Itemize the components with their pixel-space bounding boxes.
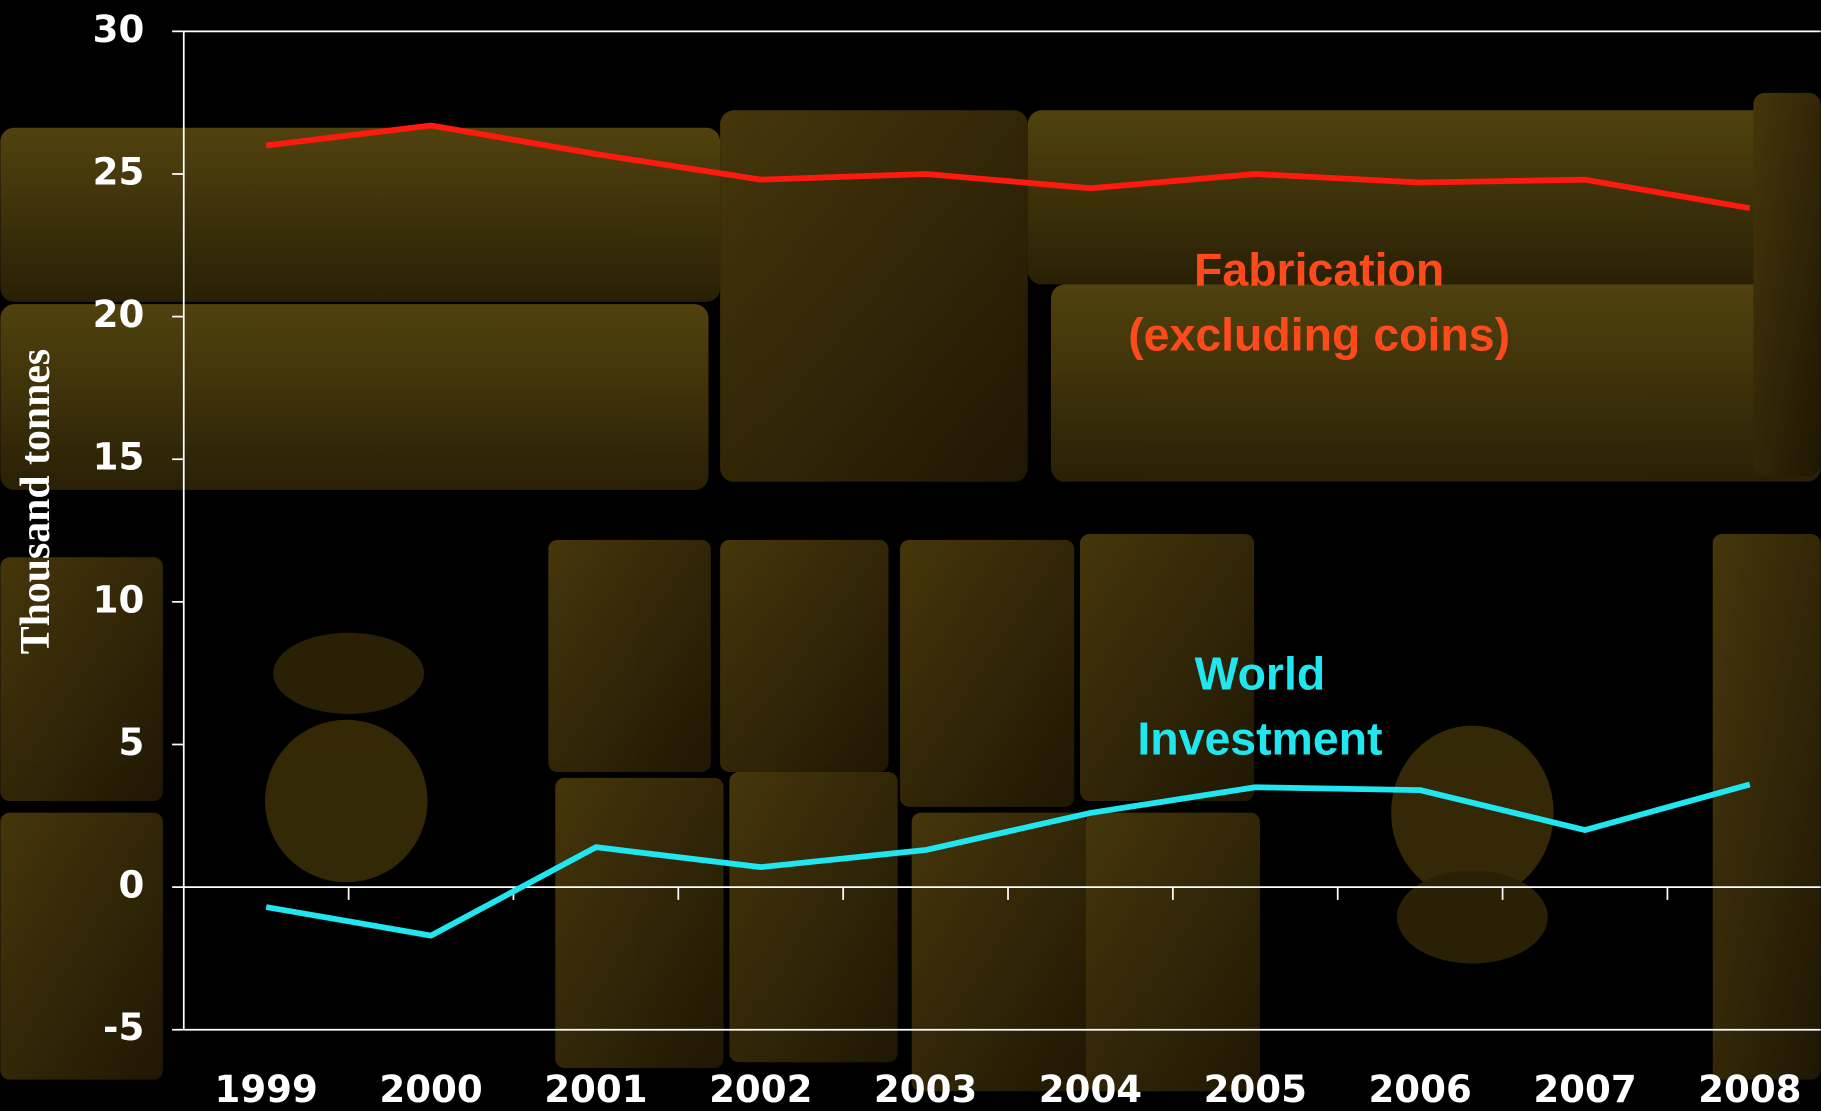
y-tick-label: 5: [118, 721, 144, 764]
series-label: World Investment: [1137, 648, 1383, 766]
y-tick-label: 30: [93, 8, 145, 51]
x-tick-label: 2004: [1039, 1068, 1142, 1111]
x-tick-label: 2000: [379, 1068, 482, 1111]
y-tick-label: 0: [118, 864, 144, 907]
y-tick-label: 10: [93, 578, 145, 621]
y-axis-label: Thousand tonnes: [13, 349, 59, 654]
series-line: [265, 122, 1751, 212]
x-tick-label: 2005: [1204, 1068, 1307, 1111]
y-tick-label: 15: [93, 436, 145, 479]
y-tick-label: 20: [93, 293, 145, 336]
series-label-box: World Investment: [1137, 648, 1383, 766]
x-tick-label: 2001: [544, 1068, 647, 1111]
x-tick-label: 2002: [709, 1068, 812, 1111]
x-tick-label: 1999: [215, 1068, 318, 1111]
x-tick-label: 2008: [1698, 1068, 1801, 1111]
x-tick-label: 2006: [1368, 1068, 1471, 1111]
x-tick-label: 2007: [1533, 1068, 1636, 1111]
series-label-box: Fabrication (excluding coins): [1128, 244, 1511, 362]
x-tick-label: 2003: [874, 1068, 977, 1111]
series-label: Fabrication (excluding coins): [1128, 244, 1511, 362]
y-tick-label: -5: [103, 1006, 144, 1049]
background-bars: [0, 92, 1821, 1092]
series-line: [265, 781, 1751, 939]
y-tick-label: 25: [93, 150, 145, 193]
